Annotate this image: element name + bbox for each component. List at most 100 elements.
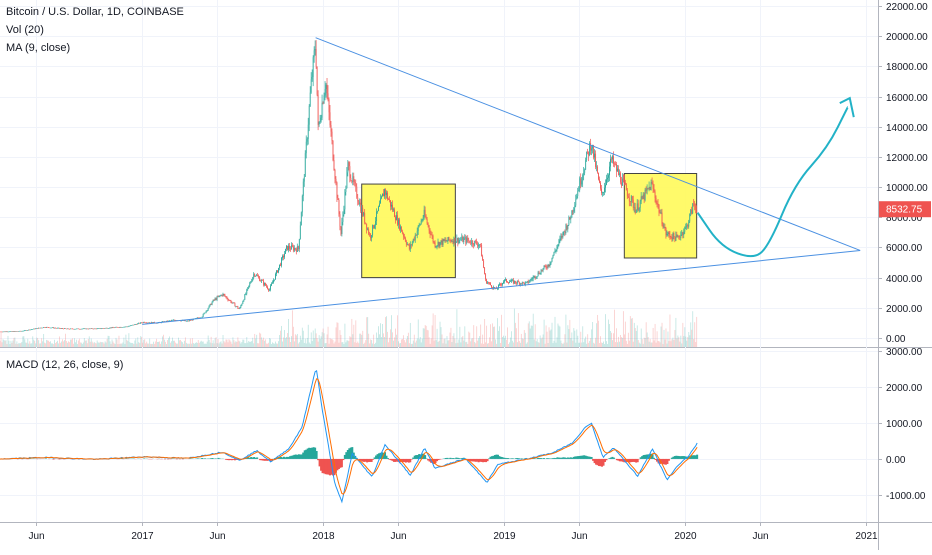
candle-body	[395, 217, 396, 220]
volume-bar	[509, 342, 510, 347]
volume-bar	[113, 341, 114, 347]
candle-body	[612, 156, 613, 159]
candle-body	[171, 320, 172, 321]
volume-bar	[191, 344, 192, 347]
volume-bar	[637, 325, 638, 347]
candle-body	[476, 241, 477, 244]
candle-body	[689, 214, 690, 221]
candle-body	[531, 279, 532, 280]
volume-bar	[451, 328, 452, 347]
candle-body	[81, 329, 82, 330]
candle-body	[617, 169, 618, 172]
candle-body	[383, 194, 384, 197]
candle-body	[292, 245, 293, 246]
volume-bar	[133, 344, 134, 347]
volume-bar	[300, 336, 301, 347]
volume-bar	[272, 342, 273, 347]
volume-bar	[32, 336, 33, 347]
volume-bar	[13, 341, 14, 347]
candle-body	[42, 328, 43, 329]
volume-bar	[76, 340, 77, 347]
volume-bar	[531, 326, 532, 347]
candle-body	[684, 227, 685, 231]
volume-bar	[29, 341, 30, 347]
candle-body	[76, 329, 77, 330]
volume-bar	[156, 339, 157, 347]
volume-bar	[91, 338, 92, 347]
candle-body	[568, 217, 569, 225]
volume-bar	[664, 330, 665, 347]
volume-bar	[164, 340, 165, 347]
candle-body	[314, 50, 315, 57]
candle-body	[249, 283, 250, 285]
volume-bar	[618, 337, 619, 347]
volume-bar	[38, 340, 39, 347]
volume-bar	[52, 343, 53, 347]
volume-bar	[391, 315, 392, 347]
volume-bar	[274, 344, 275, 347]
candle-body	[116, 327, 117, 328]
candle-body	[75, 329, 76, 330]
candle-body	[470, 243, 471, 244]
candle-body	[26, 330, 27, 331]
volume-bar	[203, 342, 204, 347]
macd-indicator-label[interactable]: MACD (12, 26, close, 9)	[6, 359, 123, 372]
volume-bar	[227, 340, 228, 347]
volume-bar	[329, 344, 330, 347]
volume-bar	[358, 343, 359, 347]
candle-body	[499, 284, 500, 285]
volume-bar	[265, 339, 266, 347]
candle-body	[260, 281, 261, 282]
candle-body	[579, 178, 580, 190]
volume-bar	[604, 344, 605, 347]
volume-bar	[635, 328, 636, 347]
candle-body	[345, 192, 346, 209]
candle-body	[68, 329, 69, 330]
volume-bar	[71, 340, 72, 347]
volume-bar	[454, 333, 455, 347]
candle-body	[4, 332, 5, 333]
candle-body	[677, 236, 678, 237]
volume-bar	[365, 340, 366, 347]
candle-body	[339, 200, 340, 214]
volume-bar	[658, 341, 659, 347]
candle-body	[222, 295, 223, 296]
volume-bar	[484, 319, 485, 347]
volume-bar	[45, 343, 46, 347]
volume-bar	[540, 335, 541, 347]
candle-body	[551, 262, 552, 264]
candle-body	[560, 238, 561, 240]
candle-body	[550, 264, 551, 266]
volume-bar	[80, 342, 81, 347]
candle-body	[439, 242, 440, 246]
volume-bar	[200, 342, 201, 347]
candle-body	[366, 224, 367, 230]
volume-bar	[410, 323, 411, 347]
volume-bar	[264, 341, 265, 347]
volume-bar	[668, 332, 669, 347]
time-tick-label: Jun	[752, 531, 768, 542]
candle-body	[174, 320, 175, 321]
candle-body	[565, 225, 566, 233]
volume-bar	[131, 343, 132, 347]
candle-body	[247, 287, 248, 289]
volume-indicator-label[interactable]: Vol (20)	[6, 24, 44, 37]
candle-body	[184, 321, 185, 322]
volume-bar	[581, 343, 582, 347]
ma-indicator-label[interactable]: MA (9, close)	[6, 42, 70, 55]
candle-body	[667, 234, 668, 235]
volume-bar	[656, 343, 657, 347]
candle-body	[431, 234, 432, 235]
volume-bar	[233, 337, 234, 347]
candle-body	[55, 328, 56, 329]
candle-body	[5, 332, 6, 333]
volume-bar	[364, 343, 365, 347]
candle-body	[641, 196, 642, 201]
candle-body	[666, 228, 667, 235]
volume-bar	[680, 336, 681, 347]
last-price-label: 8532.75	[886, 205, 923, 216]
candle-body	[435, 242, 436, 247]
volume-bar	[330, 338, 331, 347]
candle-body	[297, 246, 298, 252]
